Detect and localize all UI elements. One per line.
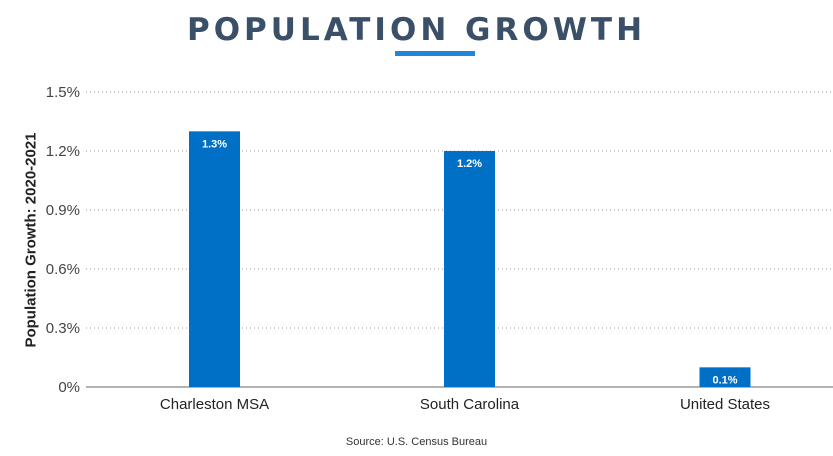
bar (189, 131, 240, 387)
y-tick-labels: 0% 0.3% 0.6% 0.9% 1.2% 1.5% (46, 84, 80, 396)
bar (699, 367, 751, 387)
data-label: 1.3% (202, 138, 227, 150)
data-labels: 1.3% 1.2% 0.1% (202, 138, 738, 386)
bar (444, 151, 495, 387)
y-tick-label: 1.2% (46, 143, 80, 160)
title-underline (395, 51, 475, 56)
y-tick-label: 0.3% (46, 320, 80, 337)
chart-title: POPULATION GROWTH (186, 12, 647, 48)
data-label: 1.2% (457, 158, 482, 170)
y-tick-label: 0% (58, 379, 80, 396)
y-tick-label: 0.6% (46, 261, 80, 278)
category-label: Charleston MSA (160, 396, 269, 413)
category-label: United States (680, 396, 770, 413)
data-label: 0.1% (712, 374, 737, 386)
y-tick-label: 0.9% (46, 202, 80, 219)
source-note: Source: U.S. Census Bureau (345, 436, 488, 448)
category-label: South Carolina (420, 396, 520, 413)
y-tick-label: 1.5% (46, 84, 80, 101)
category-labels: Charleston MSA South Carolina United State… (160, 396, 770, 413)
bars (189, 131, 751, 387)
